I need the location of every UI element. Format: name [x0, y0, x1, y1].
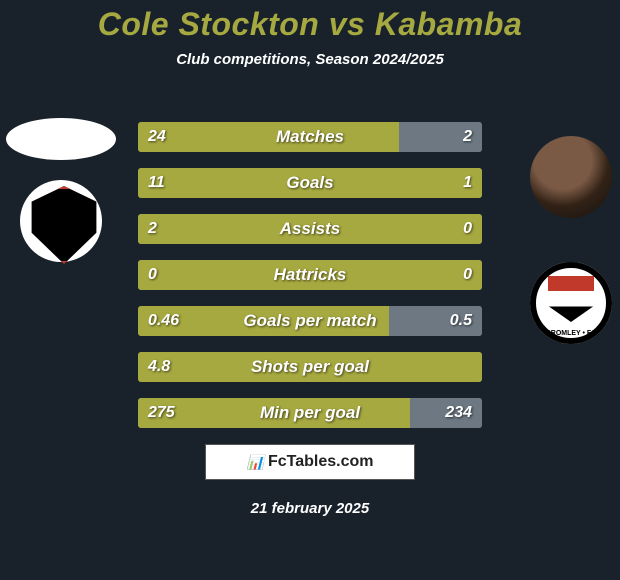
stat-label: Shots per goal: [138, 352, 482, 382]
club-right-crest: [530, 262, 612, 344]
stat-label: Min per goal: [138, 398, 482, 428]
stats-chart: 242Matches 111Goals 20Assists 00Hattricks 0.…: [138, 122, 482, 444]
brand-text: FcTables.com: [268, 453, 374, 471]
date-text: 21 february 2025: [0, 500, 620, 517]
stat-row: 275234Min per goal: [138, 398, 482, 428]
stat-label: Matches: [138, 122, 482, 152]
stat-row: 242Matches: [138, 122, 482, 152]
stat-label: Goals: [138, 168, 482, 198]
brand-icon: 📊: [247, 454, 264, 471]
stat-row: 20Assists: [138, 214, 482, 244]
page-title: Cole Stockton vs Kabamba: [0, 0, 620, 43]
stat-row: 00Hattricks: [138, 260, 482, 290]
brand-badge: 📊 FcTables.com: [205, 444, 415, 480]
stat-row: 0.460.5Goals per match: [138, 306, 482, 336]
player-left-photo: [6, 118, 116, 160]
player-right-photo: [530, 136, 612, 218]
club-left-crest: [20, 180, 102, 262]
stat-row: 111Goals: [138, 168, 482, 198]
stat-row: 4.8Shots per goal: [138, 352, 482, 382]
stat-label: Goals per match: [138, 306, 482, 336]
stat-label: Hattricks: [138, 260, 482, 290]
stat-label: Assists: [138, 214, 482, 244]
page-subtitle: Club competitions, Season 2024/2025: [0, 51, 620, 68]
